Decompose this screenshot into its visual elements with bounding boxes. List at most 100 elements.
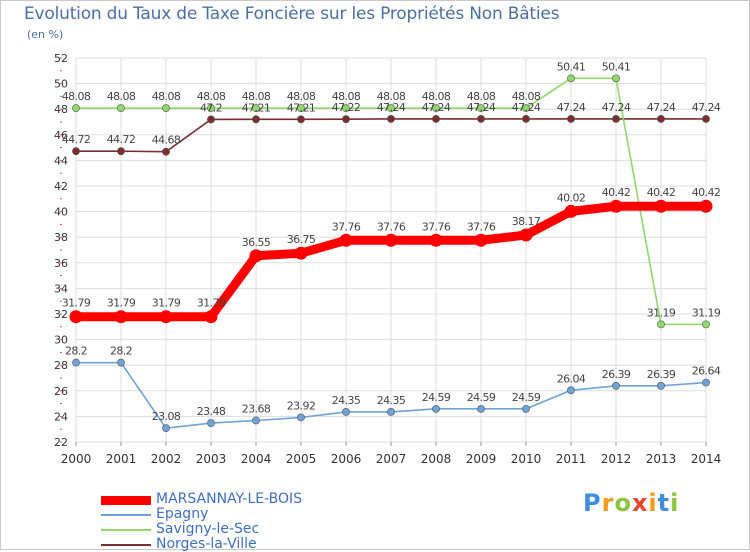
data-point	[477, 404, 485, 413]
data-point	[249, 249, 263, 263]
logo-letter: t	[657, 489, 671, 517]
data-label: 48.08	[242, 90, 271, 103]
data-label: 24.35	[332, 394, 361, 407]
logo-letter: P	[583, 489, 602, 517]
data-label: 23.92	[287, 399, 316, 412]
data-label: 23.48	[197, 405, 226, 418]
x-tick-label: 2011	[556, 452, 587, 466]
data-label: 24.59	[422, 391, 451, 404]
logo-letter: o	[614, 489, 632, 517]
x-tick-label: 2005	[286, 452, 317, 466]
data-label: 44.72	[62, 133, 91, 146]
data-point	[657, 115, 665, 123]
data-point	[72, 358, 80, 367]
x-tick-label: 2014	[691, 452, 722, 466]
data-point	[297, 413, 305, 422]
data-point	[342, 115, 350, 124]
data-point	[114, 310, 128, 324]
data-label: 48.08	[107, 90, 136, 103]
data-label: 47.24	[602, 101, 631, 114]
data-label: 23.68	[242, 402, 271, 415]
logo-letter: r	[601, 489, 615, 517]
data-label: 36.75	[287, 233, 316, 246]
data-point	[387, 408, 395, 416]
data-point	[342, 104, 350, 113]
data-label: 37.76	[422, 220, 451, 233]
data-label: 40.42	[692, 186, 721, 199]
data-point	[519, 228, 533, 242]
data-point	[477, 115, 485, 123]
data-label: 47.24	[557, 101, 586, 114]
data-label: 48.08	[332, 90, 361, 103]
data-label: 47.24	[647, 101, 676, 114]
data-label: 48.08	[377, 90, 406, 103]
data-point	[657, 320, 665, 329]
data-point	[72, 104, 80, 113]
chart-title: Evolution du Taux de Taxe Foncière sur l…	[24, 4, 560, 24]
data-label: 48.08	[287, 90, 316, 103]
data-label: 48.08	[512, 90, 541, 103]
data-point	[567, 74, 575, 83]
data-point	[117, 358, 125, 367]
data-point	[117, 104, 125, 113]
x-tick-label: 2003	[196, 452, 227, 466]
data-label: 31.79	[62, 297, 91, 310]
x-tick-label: 2007	[376, 452, 407, 466]
data-label: 48.08	[467, 90, 496, 103]
data-label: 24.35	[377, 394, 406, 407]
data-label: 48.08	[422, 90, 451, 103]
data-label: 28.2	[65, 345, 87, 358]
logo-letter: i	[670, 489, 680, 517]
data-label: 40.42	[602, 186, 631, 199]
data-label: 28.2	[110, 345, 132, 358]
data-point	[567, 115, 575, 123]
data-point	[387, 104, 395, 113]
x-tick-label: 2008	[421, 452, 452, 466]
data-point	[162, 104, 170, 113]
x-tick-label: 2000	[61, 452, 92, 466]
x-tick-label: 2010	[511, 452, 542, 466]
data-point	[522, 404, 530, 413]
data-point	[252, 115, 260, 124]
data-label: 31.19	[692, 306, 721, 319]
x-tick-label: 2013	[646, 452, 677, 466]
data-point	[522, 104, 530, 113]
data-label: 44.68	[152, 134, 181, 147]
data-label: 47.22	[332, 101, 361, 114]
data-point	[432, 115, 440, 123]
data-label: 44.72	[107, 133, 136, 146]
data-point	[657, 381, 665, 390]
data-label: 47.24	[512, 101, 541, 114]
legend-swatch	[101, 529, 151, 531]
data-point	[477, 104, 485, 113]
data-point	[567, 386, 575, 395]
data-point	[612, 74, 620, 83]
data-point	[69, 310, 83, 324]
data-label: 50.41	[557, 60, 586, 73]
data-label: 47.24	[377, 101, 406, 114]
data-label: 47.21	[242, 101, 271, 114]
data-point	[384, 233, 398, 247]
unit-label: (en %)	[27, 28, 64, 41]
legend-label: Epagny	[156, 506, 209, 522]
data-label: 31.79	[197, 297, 226, 310]
data-label: 48.08	[152, 90, 181, 103]
data-label: 40.42	[647, 186, 676, 199]
data-label: 31.19	[647, 306, 676, 319]
data-point	[207, 115, 215, 124]
proxiti-logo: Proxiti	[583, 489, 679, 517]
data-label: 48.08	[62, 90, 91, 103]
data-label: 31.79	[152, 297, 181, 310]
legend-label: Savigny-le-Sec	[156, 521, 260, 537]
data-label: 47.24	[422, 101, 451, 114]
data-point	[117, 147, 125, 156]
data-point	[207, 419, 215, 427]
data-point	[204, 310, 218, 324]
data-label: 47.24	[467, 101, 496, 114]
data-label: 26.39	[647, 368, 676, 381]
data-label: 37.76	[467, 220, 496, 233]
data-point	[654, 199, 668, 213]
data-label: 24.59	[467, 391, 496, 404]
